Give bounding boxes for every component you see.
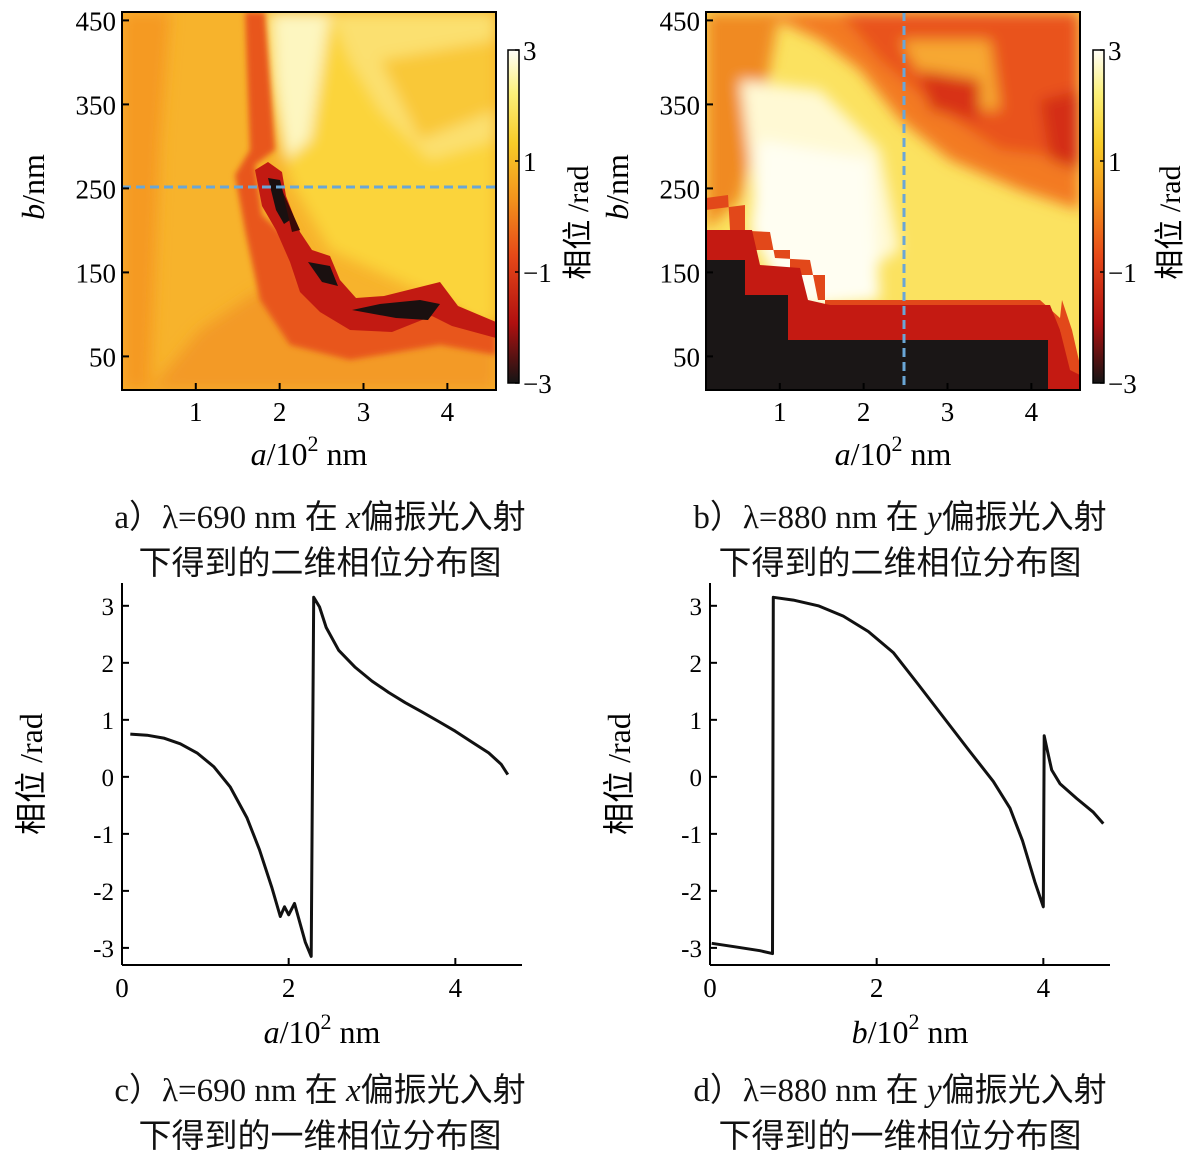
caption-a-pol: x [346, 500, 361, 536]
colorbar-tick-label-b-0: 3 [1108, 36, 1122, 66]
y-tick-label-b-3: 350 [660, 90, 701, 120]
colorbar-tick-label-a-2: −1 [523, 258, 552, 288]
caption-c-line2: 下得到的一维相位分布图 [138, 1119, 502, 1155]
y-tick-label-c-3: 0 [102, 765, 115, 792]
caption-d-line2: 下得到的一维相位分布图 [718, 1119, 1082, 1155]
colorbar-tick-label-a-1: 1 [523, 147, 537, 177]
x-tick-label-c-2: 4 [449, 973, 463, 1003]
caption-d-suffix: 偏振光入射 [941, 1073, 1107, 1109]
caption-d-prefix: d） [693, 1073, 743, 1109]
y-tick-label-d-4: -1 [681, 822, 702, 849]
y-tick-label-d-1: 2 [690, 651, 703, 678]
caption-a: a）λ=690 nm 在 x偏振光入射 下得到的二维相位分布图 [20, 495, 620, 587]
y-tick-label-d-3: 0 [690, 765, 703, 792]
x-tick-label-b-0: 1 [773, 397, 787, 427]
y-tick-label-b-4: 450 [660, 6, 701, 36]
x-tick-label-a-0: 1 [189, 397, 203, 427]
y-tick-label-d-6: -3 [681, 936, 702, 963]
colorbar-b [1092, 49, 1105, 384]
y-tick-label-a-0: 50 [89, 342, 116, 372]
heatmap-b-image [706, 12, 1080, 390]
y-tick-label-c-4: -1 [93, 822, 114, 849]
colorbar-tick-label-b-1: 1 [1108, 147, 1122, 177]
caption-c: c）λ=690 nm 在 x偏振光入射 下得到的一维相位分布图 [20, 1068, 620, 1160]
x-tick-label-a-3: 4 [441, 397, 455, 427]
y-tick-label-d-5: -2 [681, 879, 702, 906]
series-line-c [130, 595, 510, 958]
y-axis-label-b: b/nm [599, 154, 635, 220]
y-tick-label-a-1: 150 [76, 258, 117, 288]
y-axis-label-a: b/nm [15, 154, 51, 220]
x-tick-label-d-0: 0 [703, 973, 717, 1003]
caption-c-prefix: c） [114, 1073, 162, 1109]
x-tick-label-d-2: 4 [1037, 973, 1051, 1003]
y-tick-label-c-2: 1 [102, 708, 115, 735]
y-axis-label-c: 相位 /rad [13, 713, 49, 835]
caption-a-suffix: 偏振光入射 [360, 500, 526, 536]
colorbar-tick-label-a-3: −3 [523, 369, 552, 399]
x-axis-label-d: b/102 nm [852, 1009, 969, 1050]
caption-d: d）λ=880 nm 在 y偏振光入射 下得到的一维相位分布图 [600, 1068, 1200, 1160]
caption-d-pol: y [926, 1073, 942, 1109]
y-tick-label-c-5: -2 [93, 879, 114, 906]
x-tick-label-a-1: 2 [273, 397, 287, 427]
y-tick-label-c-1: 2 [102, 651, 115, 678]
colorbar-tick-label-b-2: −1 [1108, 258, 1137, 288]
x-tick-label-c-0: 0 [115, 973, 129, 1003]
line-chart-panel-c: 0 2 4 3 2 1 0 -1 -2 -3 a/102 nm 相位 /rad [13, 583, 522, 1050]
caption-c-lambda: λ=690 nm 在 [161, 1073, 347, 1109]
caption-b-pol: y [926, 500, 942, 536]
colorbar-tick-label-b-3: −3 [1108, 369, 1137, 399]
y-tick-label-d-2: 1 [690, 708, 703, 735]
y-tick-label-c-6: -3 [93, 936, 114, 963]
x-tick-label-b-1: 2 [857, 397, 871, 427]
x-axis-label-b: a/102 nm [835, 431, 952, 472]
colorbar-label-a: 相位 /rad [562, 165, 595, 279]
y-axis-label-d: 相位 /rad [601, 713, 637, 835]
x-tick-label-a-2: 3 [357, 397, 371, 427]
x-tick-label-d-1: 2 [870, 973, 884, 1003]
caption-c-suffix: 偏振光入射 [360, 1073, 526, 1109]
colorbar-label-b: 相位 /rad [1154, 165, 1187, 279]
x-axis-label-a: a/102 nm [251, 431, 368, 472]
heatmap-a-image [122, 12, 496, 390]
caption-b-lambda: λ=880 nm 在 [742, 500, 927, 536]
y-tick-label-a-2: 250 [76, 174, 117, 204]
caption-a-prefix: a） [114, 500, 162, 536]
caption-d-lambda: λ=880 nm 在 [742, 1073, 927, 1109]
y-tick-label-b-2: 250 [660, 174, 701, 204]
y-tick-label-b-0: 50 [673, 342, 700, 372]
caption-c-pol: x [346, 1073, 361, 1109]
x-tick-label-c-1: 2 [282, 973, 296, 1003]
plot-frame-b [705, 11, 1081, 391]
caption-a-line2: 下得到的二维相位分布图 [138, 546, 502, 582]
caption-a-lambda: λ=690 nm 在 [161, 500, 347, 536]
y-tick-label-d-0: 3 [690, 594, 703, 621]
y-tick-label-b-1: 150 [660, 258, 701, 288]
caption-b: b）λ=880 nm 在 y偏振光入射 下得到的二维相位分布图 [600, 495, 1200, 587]
colorbar-tick-label-a-0: 3 [523, 36, 537, 66]
line-chart-panel-d: 0 2 4 3 2 1 0 -1 -2 -3 b/102 nm 相位 /rad [601, 583, 1110, 1050]
x-axis-label-c: a/102 nm [264, 1009, 381, 1050]
plot-frame-a [121, 11, 497, 391]
y-tick-label-a-4: 450 [76, 6, 117, 36]
colorbar-a [507, 49, 520, 384]
y-tick-label-c-0: 3 [102, 594, 115, 621]
y-tick-label-a-3: 350 [76, 90, 117, 120]
x-tick-label-b-2: 3 [941, 397, 955, 427]
series-line-d [711, 595, 1105, 956]
caption-b-prefix: b） [693, 500, 743, 536]
caption-b-line2: 下得到的二维相位分布图 [718, 546, 1082, 582]
caption-b-suffix: 偏振光入射 [941, 500, 1107, 536]
x-tick-label-b-3: 4 [1025, 397, 1039, 427]
